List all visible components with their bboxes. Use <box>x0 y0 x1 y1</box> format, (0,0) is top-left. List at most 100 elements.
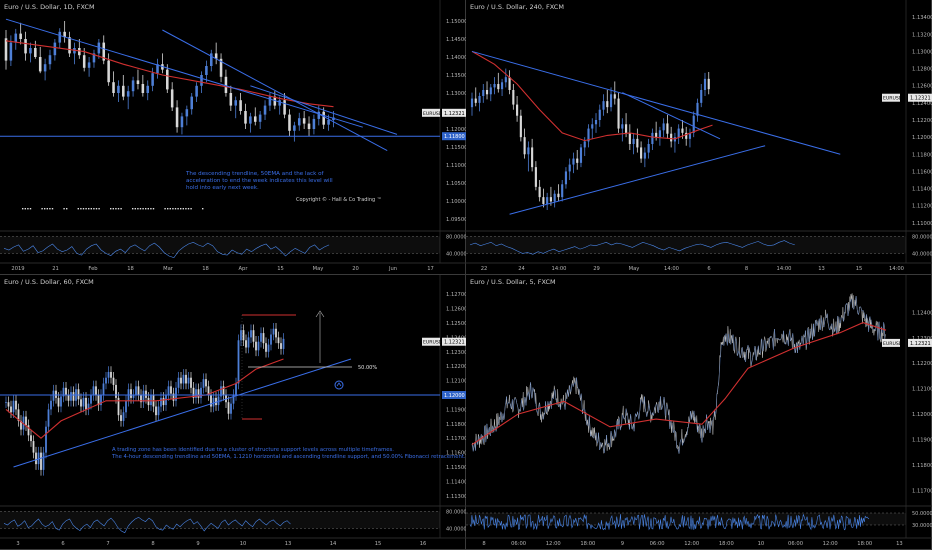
candle <box>62 387 65 397</box>
chart-panel-60[interactable]: 1.127001.126001.125001.124001.123001.122… <box>0 275 466 550</box>
marker-dot <box>142 208 144 210</box>
y-tick-label: 1.12000 <box>912 135 932 141</box>
candle <box>170 89 174 108</box>
x-tick-label: 22 <box>481 266 488 272</box>
x-tick-label: 29 <box>593 266 600 272</box>
y-tick-label: 1.11700 <box>912 488 932 494</box>
y-tick-label: 1.11800 <box>912 463 932 469</box>
panel-title: Euro / U.S. Dollar, 240, FXCM <box>470 3 564 11</box>
last-price-label: 1.12321 <box>910 96 931 102</box>
candle <box>135 386 137 395</box>
candle <box>122 412 125 421</box>
candle <box>288 114 291 131</box>
candle <box>195 389 197 398</box>
trendline <box>622 92 721 140</box>
candle <box>282 338 285 349</box>
chart-panel-240[interactable]: 1.13400 1.13200 1.13000 1.12800 1.12600 1.124… <box>466 0 932 275</box>
candle <box>636 138 639 148</box>
candle <box>52 390 55 401</box>
candle <box>187 377 190 384</box>
marker-dot <box>24 208 26 210</box>
candle <box>239 100 242 111</box>
marker-dot <box>77 208 79 210</box>
x-tick-label: 15 <box>856 266 863 272</box>
x-tick-label: 13 <box>896 541 903 547</box>
candle <box>130 389 132 398</box>
candle <box>100 395 102 406</box>
fib-label: 50.00% <box>358 365 377 371</box>
marker-dot <box>95 208 98 210</box>
marker-dot <box>41 208 43 210</box>
candle <box>272 328 275 335</box>
y-tick-label: 1.12700 <box>446 292 466 298</box>
candle <box>696 102 699 116</box>
candle <box>205 379 207 387</box>
marker-dot <box>152 208 155 210</box>
candle <box>677 128 680 138</box>
candle <box>17 409 20 421</box>
x-axis: 2019 21 Feb 18 Mar 18 Apr 15 May 20 Jun 17 <box>11 266 433 272</box>
candle <box>195 85 198 97</box>
x-tick-label: 9 <box>196 541 199 547</box>
chart-svg: 1.127001.126001.125001.124001.123001.122… <box>0 275 466 550</box>
symbol-tag: EURUSD <box>883 96 903 102</box>
y-tick-label: 1.12400 <box>912 310 932 316</box>
candle <box>22 416 25 430</box>
candle <box>297 118 301 126</box>
candle <box>160 397 162 407</box>
candle <box>172 393 175 401</box>
candle <box>606 101 609 108</box>
candle <box>167 386 170 395</box>
candle <box>110 371 112 378</box>
x-axis: 22 24 14:00 29 May 14:00 6 8 14:00 13 15 14:00 <box>481 266 904 272</box>
y-tick-label: 1.09500 <box>446 217 466 223</box>
x-tick-label: 14 <box>330 541 337 547</box>
candle <box>58 31 62 43</box>
marker-dot <box>80 208 82 210</box>
candle <box>583 141 586 148</box>
moving-average-line <box>471 322 887 446</box>
candle <box>270 334 272 345</box>
x-tick-label: 10 <box>240 541 247 547</box>
x-tick-label: 12:00 <box>546 541 561 547</box>
oscillator-level-label: 40.0000 <box>446 526 466 532</box>
oscillator-band <box>0 236 440 254</box>
candle <box>613 94 616 99</box>
price-series: 1.12000 EURUSD 1.12321 <box>0 323 466 476</box>
candle <box>155 406 157 416</box>
candle <box>87 403 90 410</box>
y-tick-label: 1.10500 <box>446 181 466 187</box>
marker-dot <box>174 208 177 210</box>
candle <box>594 120 598 125</box>
oscillator-pane: 80.0000 40.0000 <box>466 234 932 257</box>
x-tick-label: 14:00 <box>777 266 792 272</box>
y-tick-label: 1.10000 <box>446 199 466 205</box>
candle <box>247 337 250 348</box>
level-label: 1.12000 <box>444 393 465 399</box>
candle <box>643 152 646 159</box>
candle <box>92 386 95 395</box>
marker-dot <box>120 208 122 210</box>
candle <box>147 397 150 406</box>
candle <box>224 76 228 93</box>
candle <box>162 397 165 406</box>
candle <box>255 341 257 351</box>
candle <box>37 452 40 465</box>
candle <box>102 383 105 395</box>
marker-dot <box>85 208 87 210</box>
candle <box>87 62 91 68</box>
x-tick-label: 8 <box>745 266 748 272</box>
copyright-text: Copyright © - Hall & Co Trading ™ <box>296 196 382 203</box>
candle <box>579 147 583 163</box>
up-arrow-icon <box>334 380 344 390</box>
chart-panel-1d[interactable]: 1.150001.145001.140001.135001.130001.125… <box>0 0 466 275</box>
oscillator-level-label: 40.0000 <box>912 251 932 257</box>
candle <box>229 93 233 106</box>
y-tick-label: 1.11500 <box>446 145 466 151</box>
chart-panel-5[interactable]: 1.12400 1.12300 1.12200 1.12100 1.12000 1.119… <box>466 275 932 550</box>
candle <box>609 94 613 108</box>
marker-dot <box>202 208 204 210</box>
marker-dot <box>145 208 147 210</box>
candle <box>685 132 688 139</box>
marker-dot <box>167 208 169 210</box>
